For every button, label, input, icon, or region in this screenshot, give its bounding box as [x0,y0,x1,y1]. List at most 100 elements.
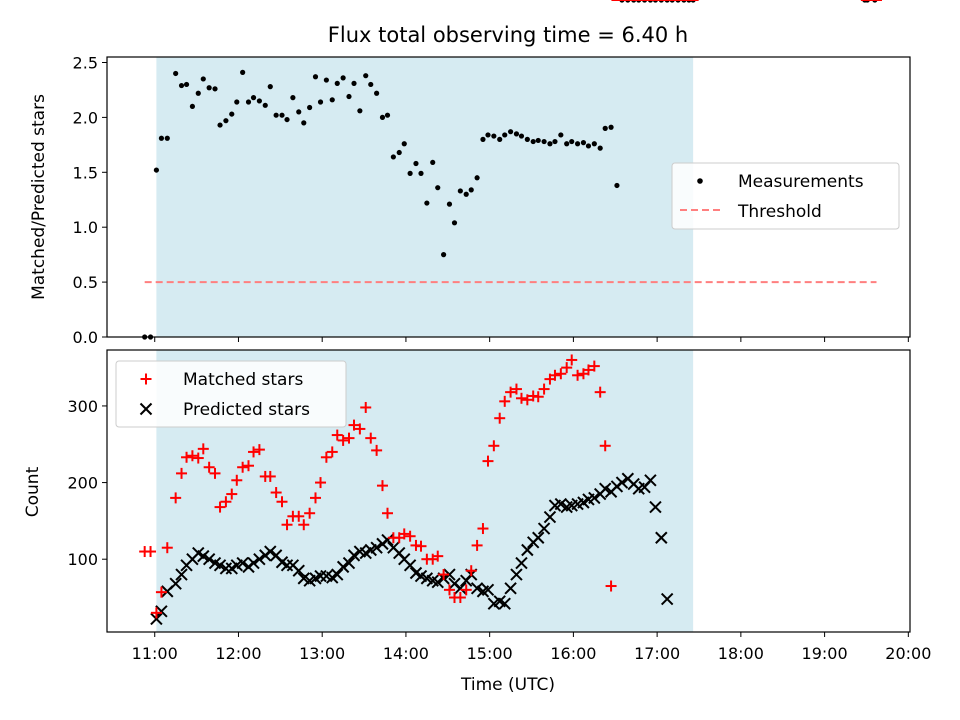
measurement-point [541,138,547,145]
bottom-panel: 100 200 300 11:00 12:00 13:00 14:00 15:00 16:00 1… [23,0,931,695]
matched-star-point [432,550,444,562]
predicted-star-point [213,559,227,572]
matched-star-point [371,444,383,456]
measurement-point [558,132,564,138]
predicted-star-point [236,556,249,570]
x-tick-label: 20:00 [885,644,931,663]
top-legend: Measurements Threshold [671,162,900,230]
matched-star-point [226,488,238,500]
predicted-star-point [264,545,277,558]
measurement-point [256,98,262,104]
matched-star-point [231,474,243,486]
matched-star-point [181,451,193,463]
matched-star-point [477,523,489,535]
matched-star-point [150,607,162,619]
matched-star-point [376,480,388,492]
bottom-ticks: 100 200 300 11:00 12:00 13:00 14:00 15:00 16:00 1… [67,397,931,663]
matched-star-point [264,470,276,482]
matched-star-point [298,519,310,531]
measurement-point [357,108,363,114]
predicted-star-point [454,582,467,595]
predicted-star-point [504,582,517,595]
measurement-point [301,120,307,126]
predicted-star-point [202,552,216,566]
predicted-star-point [336,560,350,574]
matched-star-point [398,528,410,540]
matched-star-point [515,392,527,404]
predicted-star-point [470,582,484,595]
top-y-tick-label: 0.0 [73,328,98,347]
matched-star-point [360,401,372,413]
legend-predicted-marker [139,402,153,416]
measurement-point [267,84,273,90]
measurement-point [524,136,530,142]
top-panel: 0.0 0.5 1.0 1.5 2.0 2.5 Matched/Predicted sta… [29,0,911,347]
matched-star-point [270,487,282,499]
predicted-star-point [155,605,168,618]
matched-star-point [494,412,506,424]
predicted-star-point [292,564,305,577]
predicted-star-point [253,552,266,566]
matched-star-point [348,419,360,431]
legend-predicted-label: Predicted stars [183,400,310,420]
matched-star-point [331,429,343,441]
matched-star-point [499,395,511,407]
chart-title: Flux total observing time = 6.40 h [328,23,688,47]
measurement-point [234,99,240,105]
measurement-point [296,109,302,115]
top-legend-box [671,162,900,230]
measurement-point [223,118,229,124]
measurement-point [463,191,469,197]
measurement-point [430,159,436,166]
predicted-star-point [403,559,417,572]
predicted-star-point [381,533,394,547]
measurement-point [379,114,386,120]
matched-star-point [443,584,455,596]
matched-star-point [582,364,594,376]
x-tick-label: 17:00 [634,644,680,663]
measurement-point [564,141,570,147]
matched-star-point [320,451,332,463]
bottom-legend: Matched stars Predicted stars [115,360,347,428]
predicted-star-point [314,569,327,583]
matched-star-point [510,383,522,395]
predicted-star-point [169,577,182,590]
measurement-point [491,133,497,139]
measurement-point [200,76,206,82]
x-tick-label: 16:00 [550,644,596,663]
matched-star-point [343,432,355,444]
measurement-point [574,141,581,147]
matched-star-point [203,461,215,473]
measurement-point [396,149,402,156]
top-shaded-span [156,57,694,337]
predicted-star-point [554,497,568,511]
predicted-star-point [599,482,612,495]
measurement-point [441,252,447,258]
bottom-legend-box [115,360,347,428]
measurement-point [384,112,391,118]
top-y-tick-label: 2.5 [73,53,98,72]
measurement-point [502,132,508,138]
matched-star-point [248,446,260,458]
matched-star-point [293,510,305,522]
measurement-point [323,77,329,83]
legend-matched-label: Matched stars [183,370,303,390]
top-y-tick-label: 2.0 [73,108,98,127]
measurement-point [273,112,279,118]
measurement-point [485,132,491,138]
matched-star-point [253,444,265,456]
measurement-point [418,170,424,176]
measurement-point [602,125,608,131]
matched-star-point [337,434,349,446]
measurement-point [158,135,165,141]
matched-star-point [197,443,209,455]
measurement-point [457,188,463,194]
measurement-point [597,145,603,151]
predicted-star-point [219,562,233,575]
measurement-point [530,138,536,145]
matched-star-point [505,386,517,398]
matched-star-point [572,369,584,381]
predicted-star-point [537,522,551,535]
measurement-point [312,74,319,80]
